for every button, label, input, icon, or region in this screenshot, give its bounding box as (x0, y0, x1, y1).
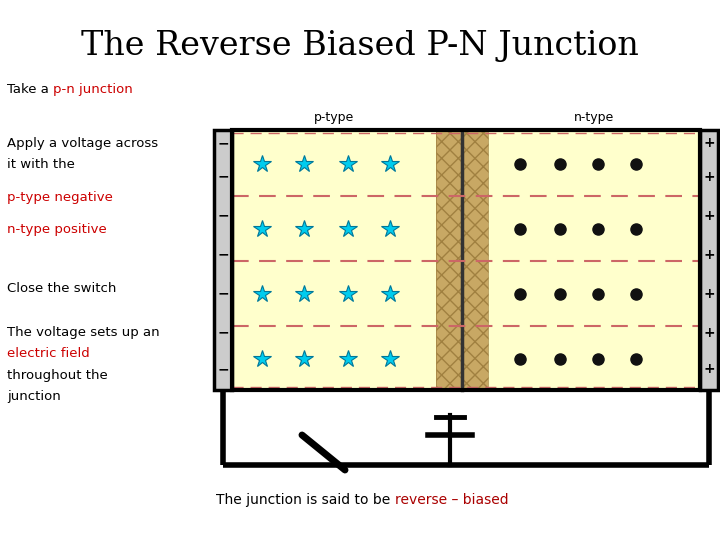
Bar (232, 130, 436, 390)
Text: +: + (703, 136, 715, 150)
Text: electric field: electric field (7, 347, 90, 360)
Text: Apply a voltage across: Apply a voltage across (7, 137, 158, 150)
Text: +: + (703, 209, 715, 223)
Text: −: − (217, 287, 229, 301)
Text: reverse – biased: reverse – biased (395, 493, 508, 507)
Text: n-type: n-type (574, 111, 614, 124)
Text: +: + (703, 326, 715, 340)
Text: −: − (217, 362, 229, 376)
Text: −: − (217, 209, 229, 223)
Text: junction: junction (7, 390, 61, 403)
Text: +: + (703, 287, 715, 301)
Bar (488, 130, 700, 390)
Text: The Reverse Biased P-N Junction: The Reverse Biased P-N Junction (81, 30, 639, 62)
Bar (700, 130, 718, 390)
Bar (436, 130, 488, 390)
Bar (436, 130, 488, 390)
Text: Close the switch: Close the switch (7, 282, 117, 295)
Text: −: − (217, 248, 229, 262)
Text: p-n junction: p-n junction (53, 83, 133, 96)
Text: −: − (217, 170, 229, 184)
Text: it with the: it with the (7, 158, 75, 171)
Bar (214, 130, 232, 390)
Text: p-type: p-type (314, 111, 354, 124)
Text: +: + (703, 362, 715, 376)
Text: The junction is said to be: The junction is said to be (216, 493, 395, 507)
Text: throughout the: throughout the (7, 369, 108, 382)
Text: The voltage sets up an: The voltage sets up an (7, 326, 160, 339)
Text: p-type negative: p-type negative (7, 191, 113, 204)
Text: −: − (217, 136, 229, 150)
Bar (232, 130, 700, 390)
Text: +: + (703, 170, 715, 184)
Text: Take a: Take a (7, 83, 53, 96)
Text: n-type positive: n-type positive (7, 223, 107, 236)
Text: −: − (217, 326, 229, 340)
Text: +: + (703, 248, 715, 262)
